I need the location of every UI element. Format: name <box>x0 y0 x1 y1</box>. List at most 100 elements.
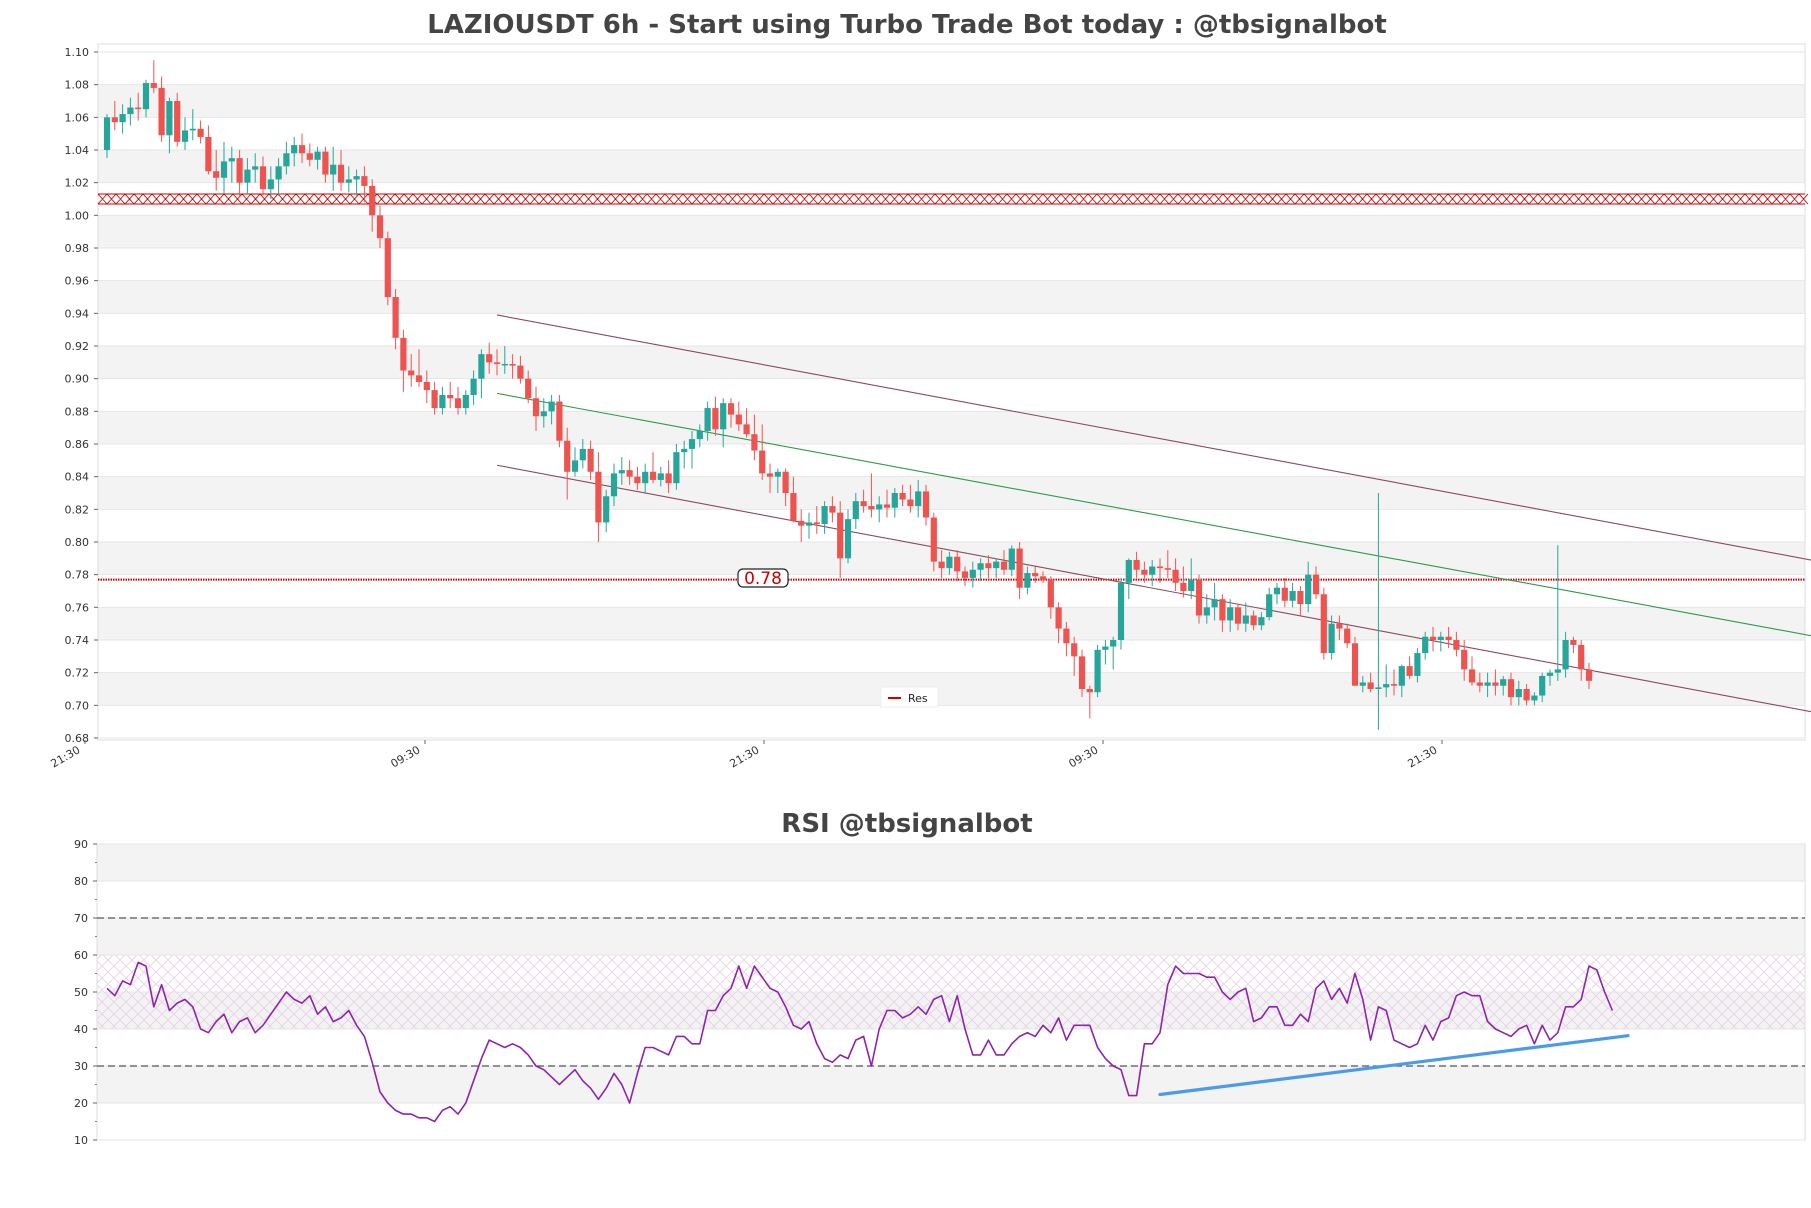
candle-body <box>829 506 836 513</box>
price-y-tick-label: 0.94 <box>65 307 90 320</box>
price-band <box>98 313 1805 346</box>
price-y-tick-label: 0.90 <box>65 373 90 386</box>
candle <box>1531 692 1538 706</box>
candle <box>571 447 579 477</box>
candle-body <box>369 185 376 216</box>
candle <box>766 463 774 493</box>
candle-body <box>291 145 298 154</box>
candle-body <box>603 496 610 523</box>
candle <box>135 92 142 121</box>
candle-body <box>1032 573 1039 577</box>
candle-body <box>1211 599 1218 608</box>
price-plot-frame <box>97 43 1806 741</box>
candle <box>1063 622 1070 657</box>
candle <box>915 479 922 518</box>
candle <box>1422 631 1429 660</box>
candle-body <box>1102 646 1109 650</box>
candle-body <box>1086 689 1093 693</box>
candle-body <box>626 470 633 477</box>
candle-body <box>1195 579 1203 616</box>
candle-body <box>1500 679 1507 686</box>
candle <box>688 430 696 469</box>
candle-body <box>267 179 274 190</box>
candle <box>1546 669 1554 686</box>
candle-body <box>579 448 586 461</box>
candle-body <box>111 117 118 123</box>
candle <box>1305 561 1312 613</box>
candle-body <box>142 83 150 110</box>
candle <box>883 489 891 518</box>
candle-body <box>189 128 196 131</box>
candle <box>579 439 586 469</box>
candle <box>1351 636 1359 686</box>
candle <box>291 136 298 167</box>
candle-body <box>1546 672 1554 676</box>
price-band <box>98 182 1805 216</box>
candle <box>712 396 719 436</box>
candle <box>1492 669 1499 696</box>
candle <box>673 444 680 490</box>
candle-body <box>1305 574 1312 605</box>
candle-body <box>275 166 282 180</box>
candle <box>587 440 594 480</box>
price-band <box>98 672 1805 706</box>
candle-body <box>1523 689 1530 701</box>
candle <box>891 488 898 518</box>
price-candles <box>103 60 1593 730</box>
candle-body <box>642 471 649 484</box>
candle <box>415 349 423 387</box>
candle-body <box>837 512 844 559</box>
candle-body <box>1328 623 1335 654</box>
candle-body <box>431 390 438 409</box>
candle <box>486 342 493 374</box>
candle-body <box>915 491 922 507</box>
candle-body <box>1055 607 1062 629</box>
candle-body <box>1507 679 1515 698</box>
candle <box>228 146 235 183</box>
candle-body <box>1453 640 1460 650</box>
candle-body <box>1071 643 1078 657</box>
candle-body <box>298 145 306 154</box>
price-band <box>98 150 1805 183</box>
candle-body <box>1266 594 1273 618</box>
rsi-y-tick-label: 10 <box>74 1134 88 1147</box>
candle <box>556 395 563 448</box>
candle-body <box>1156 566 1164 569</box>
price-band <box>98 476 1805 510</box>
candle-body <box>1414 653 1421 676</box>
candle-body <box>1024 573 1031 588</box>
candle-body <box>1219 599 1226 621</box>
candle <box>548 395 555 425</box>
candle <box>696 424 703 448</box>
candle-body <box>907 499 914 507</box>
price-y-axis: 1.10 1.08 1.06 1.04 1.02 1.00 0.98 0.96 0.94 0.92… <box>65 46 1805 745</box>
candle <box>618 457 625 485</box>
candle-body <box>1078 656 1086 689</box>
candle <box>1437 631 1444 652</box>
candle <box>595 452 602 542</box>
candle-body <box>1117 582 1125 640</box>
rsi-y-tick-label: 50 <box>74 986 88 999</box>
channel-line <box>496 314 1811 561</box>
candle-body <box>486 354 493 363</box>
candle-body <box>470 378 477 395</box>
candle <box>1102 640 1109 665</box>
candle-body <box>1515 689 1522 698</box>
candle <box>603 489 610 533</box>
price-y-tick-label: 0.98 <box>65 242 90 255</box>
candle-body <box>439 395 446 409</box>
candle-body <box>1531 695 1538 701</box>
candle <box>353 169 360 196</box>
candle <box>1328 615 1335 660</box>
candle-body <box>127 107 134 115</box>
candle-body <box>361 176 368 186</box>
candle <box>1055 602 1062 644</box>
resistance-label: 0.78 <box>744 569 782 589</box>
candle <box>1172 558 1179 591</box>
candle <box>899 484 906 507</box>
candle <box>1188 558 1195 600</box>
trend-midline <box>496 392 1811 637</box>
candle <box>720 398 727 448</box>
level-zone-hatch <box>97 193 1809 205</box>
